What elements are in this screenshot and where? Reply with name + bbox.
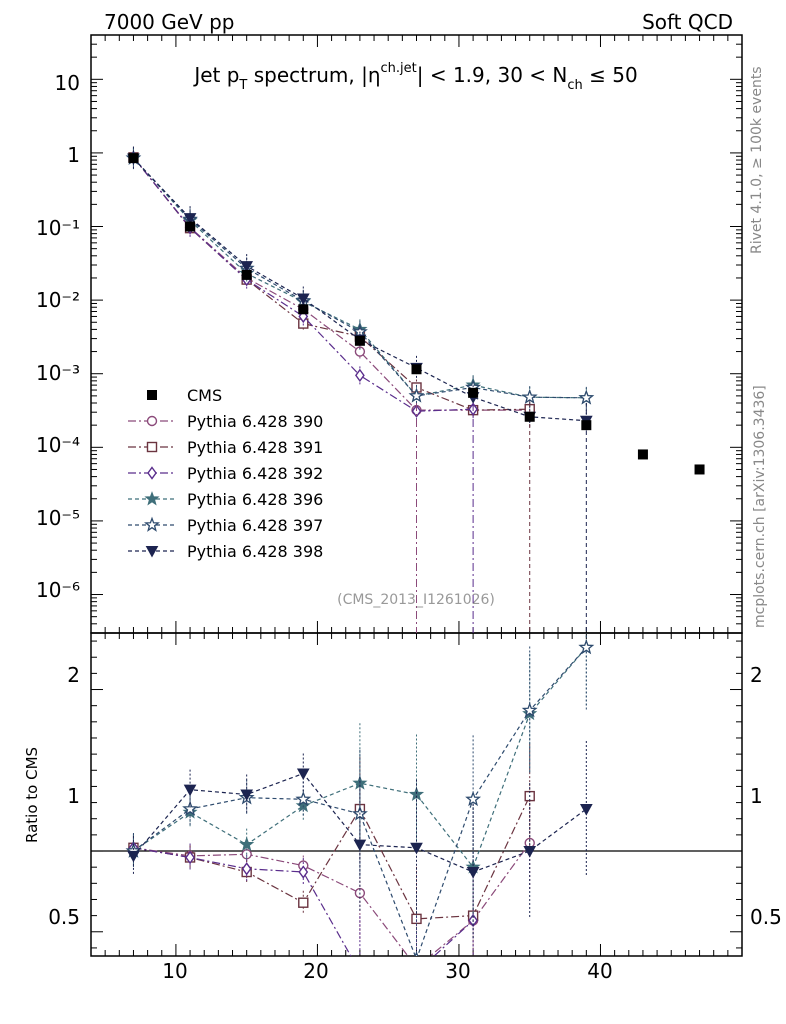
plot-layer — [90, 34, 743, 978]
series-line — [133, 157, 587, 399]
xtick-labels: 10 20 30 40 — [162, 959, 612, 983]
ratio-ylabel: Ratio to CMS — [23, 747, 41, 843]
legend-markers — [128, 390, 176, 558]
ratio-point — [466, 867, 480, 879]
ratio-ytick-label: 0.5 — [48, 905, 80, 929]
cms-point — [524, 411, 535, 422]
main-ytick-label: 10 — [55, 71, 80, 95]
ratio-point — [414, 950, 419, 956]
xtick-label: 40 — [587, 959, 612, 983]
ratio-point — [185, 850, 195, 865]
ratio-point — [239, 836, 255, 851]
series-line — [133, 157, 530, 411]
cms-point — [468, 387, 479, 398]
ratio-ytick-label: 2 — [67, 663, 80, 687]
legend-label-398: Pythia 6.428 398 — [187, 542, 323, 561]
ratio-point — [410, 842, 423, 855]
legend-marker — [146, 415, 158, 427]
ratio-point — [183, 784, 197, 797]
chart-title: Jet pT spectrum, |ηch.jet| < 1.9, 30 < N… — [192, 61, 637, 93]
data-point — [296, 293, 310, 306]
cms-point — [581, 420, 592, 431]
cms-point — [241, 269, 252, 280]
ratio-point — [295, 790, 312, 807]
ratio-point — [356, 967, 364, 978]
legend-marker-cms — [147, 390, 157, 400]
ratio-point — [578, 639, 595, 655]
cms-point — [411, 364, 422, 375]
legend-label-391: Pythia 6.428 391 — [187, 438, 323, 457]
data-point — [411, 404, 422, 418]
ratio-point — [240, 789, 254, 802]
series-line — [133, 158, 587, 422]
series-line — [133, 157, 587, 399]
main-ytick-label: 1 — [67, 143, 80, 167]
legend-label-cms: CMS — [187, 386, 222, 405]
series-line — [133, 157, 474, 412]
legend-marker — [144, 491, 160, 506]
legend-marker — [146, 441, 158, 453]
legend-label-396: Pythia 6.428 396 — [187, 490, 323, 509]
legend-label-392: Pythia 6.428 392 — [187, 464, 323, 483]
mcplots-label: mcplots.cern.ch [arXiv:1306.3436] — [752, 385, 768, 628]
xtick-label: 20 — [303, 959, 328, 983]
ratio-point — [298, 865, 309, 879]
ratio-series-group — [125, 633, 595, 978]
cms-point — [354, 335, 365, 346]
main-ytick-labels: 10 1 10⁻¹ 10⁻² 10⁻³ 10⁻⁴ 10⁻⁵ 10⁻⁶ — [36, 71, 80, 602]
cms-point — [694, 464, 705, 475]
ratio-point — [296, 768, 310, 781]
main-ytick-label: 10⁻³ — [36, 361, 80, 385]
legend-marker — [145, 546, 159, 558]
ratio-point — [413, 967, 421, 978]
ratio-point — [523, 846, 537, 858]
legend-label-390: Pythia 6.428 390 — [187, 412, 323, 431]
legend-marker — [147, 466, 157, 480]
data-point — [408, 387, 425, 403]
ratio-point — [579, 804, 593, 816]
ratio-point — [127, 850, 140, 863]
cms-point — [185, 221, 196, 232]
main-ytick-label: 10⁻¹ — [36, 216, 80, 240]
cms-point — [637, 449, 648, 460]
header-right: Soft QCD — [642, 10, 733, 34]
data-point — [521, 388, 538, 404]
ratio-ytick-label: 1 — [67, 784, 80, 808]
xtick-label: 10 — [162, 959, 187, 983]
ratio-point — [298, 897, 309, 908]
ratio-point — [182, 800, 198, 816]
ratio-series-line — [133, 647, 587, 956]
cms-point — [298, 304, 309, 315]
cms-point — [128, 153, 139, 164]
series-line — [133, 157, 530, 411]
ratio-point — [412, 963, 421, 972]
header-left: 7000 GeV pp — [104, 10, 235, 34]
ratio-point — [295, 797, 311, 813]
data-point — [183, 213, 197, 225]
main-ytick-label: 10⁻⁴ — [36, 433, 80, 457]
legend-label-397: Pythia 6.428 397 — [187, 516, 323, 535]
ratio-point — [241, 862, 252, 876]
data-point — [354, 346, 366, 357]
data-point — [351, 323, 368, 339]
xtick-label: 30 — [445, 959, 470, 983]
ratio-ytick-label: 2 — [750, 663, 763, 687]
legend-marker — [144, 516, 160, 532]
main-ytick-label: 10⁻² — [36, 288, 80, 312]
ratio-ytick-label: 1 — [750, 784, 763, 808]
main-ytick-label: 10⁻⁵ — [36, 506, 80, 530]
main-ytick-label: 10⁻⁶ — [36, 578, 80, 602]
rivet-label: Rivet 4.1.0, ≥ 100k events — [749, 66, 765, 254]
data-point — [578, 389, 595, 405]
ratio-ytick-labels: 2 1 0.5 2 1 0.5 — [48, 663, 782, 929]
data-point — [355, 368, 365, 383]
ratio-point — [465, 790, 482, 807]
ratio-ytick-label: 0.5 — [750, 905, 782, 929]
ratio-point — [521, 702, 538, 718]
legend: CMS Pythia 6.428 390 Pythia 6.428 391 Py… — [187, 386, 323, 561]
data-point — [240, 261, 254, 273]
main-series-group — [125, 146, 705, 633]
ratio-point — [353, 839, 367, 852]
